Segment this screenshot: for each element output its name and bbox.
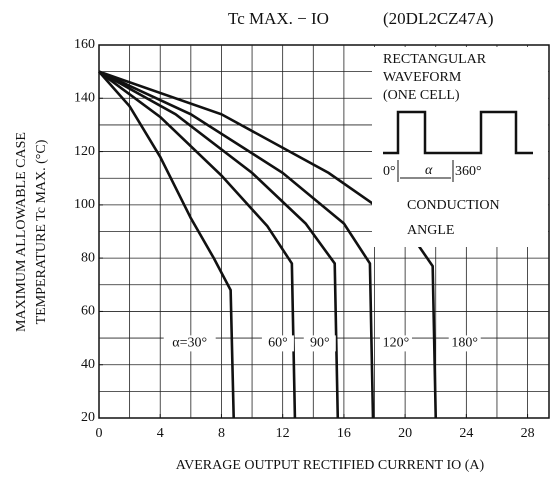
inset-background [372, 47, 548, 247]
y-axis-label: TEMPERATURE Tc MAX. (°C) [34, 139, 49, 324]
curve [98, 70, 438, 419]
label-background [261, 335, 294, 352]
y-tick-label: 100 [74, 197, 95, 212]
waveform [383, 110, 533, 155]
chart-title: Tc MAX. − IO [228, 9, 329, 28]
inset-text: ANGLE [407, 223, 454, 238]
y-tick-label: 60 [81, 304, 95, 319]
y-tick-label: 40 [81, 357, 95, 372]
series-label: α=30° [172, 336, 207, 351]
x-tick-label: 8 [218, 426, 225, 441]
y-tick-label: 80 [81, 250, 95, 265]
series-label: 90° [310, 336, 330, 351]
y-tick-label: 160 [74, 37, 95, 52]
series-label: 60° [268, 336, 288, 351]
x-tick-label: 28 [521, 426, 535, 441]
x-tick-label: 0 [96, 426, 103, 441]
x-tick-label: 16 [337, 426, 351, 441]
inset-text: RECTANGULAR [383, 52, 487, 67]
y-axis-label: MAXIMUM ALLOWABLE CASE [14, 132, 29, 332]
label-background [303, 335, 336, 352]
inset-text: WAVEFORM [383, 70, 462, 85]
series-label: 180° [451, 336, 478, 351]
inset-text: (ONE CELL) [383, 88, 460, 103]
x-tick-label: 20 [398, 426, 412, 441]
curve [98, 70, 340, 419]
inset: RECTANGULAR WAVEFORM (ONE CELL) 0° α 360… [372, 47, 548, 247]
label-background [448, 335, 481, 352]
curve [98, 70, 235, 419]
y-tick-label: 20 [81, 410, 95, 425]
curve [98, 70, 375, 419]
label-background [163, 335, 216, 352]
y-tick-label: 140 [74, 91, 95, 106]
inset-text: 0° [383, 164, 396, 179]
inset-text: CONDUCTION [407, 198, 500, 213]
x-tick-label: 4 [157, 426, 164, 441]
x-tick-label: 24 [459, 426, 473, 441]
inset-text: 360° [455, 164, 482, 179]
inset-text: α [425, 163, 433, 178]
label-background [379, 335, 412, 352]
x-axis-label: AVERAGE OUTPUT RECTIFIED CURRENT IO (A) [176, 458, 485, 473]
series-label: 120° [383, 336, 410, 351]
chart-subtitle: (20DL2CZ47A) [383, 9, 493, 28]
y-tick-label: 120 [74, 144, 95, 159]
x-tick-label: 12 [276, 426, 290, 441]
curve [98, 70, 297, 419]
